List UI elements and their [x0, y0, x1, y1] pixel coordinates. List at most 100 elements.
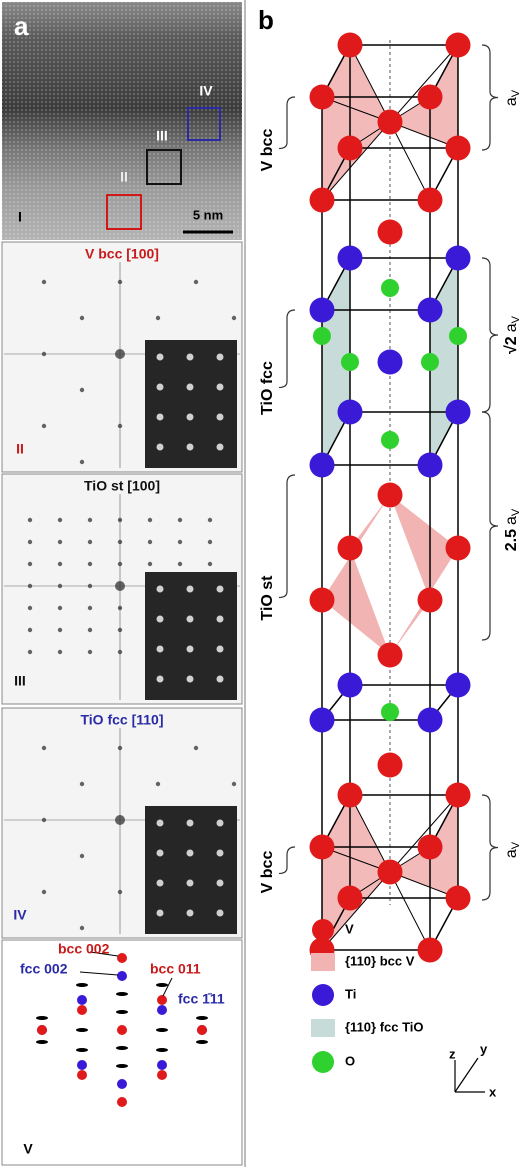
fft-spot: [232, 316, 236, 320]
fft-spot: [194, 746, 198, 750]
fft-spot: [118, 890, 122, 894]
v-atom: [446, 136, 471, 161]
fft-spot: [28, 628, 32, 632]
ti-atom: [418, 298, 443, 323]
inset-spot: [157, 646, 164, 653]
fft-spot: [148, 518, 152, 522]
diffraction-label: fcc 002: [20, 961, 68, 977]
legend-swatch: [311, 953, 335, 971]
axis-label: y: [480, 1041, 488, 1056]
legend-label: V: [345, 921, 354, 936]
fft-spot: [58, 650, 62, 654]
fft-spot: [42, 280, 46, 284]
diffraction-spot: [157, 995, 167, 1005]
inset-spot: [217, 354, 224, 361]
dimension-subscript: V: [510, 315, 522, 323]
scale-bar-label: 5 nm: [193, 207, 223, 222]
diffraction-dash: [156, 1028, 168, 1032]
fft-spot: [178, 518, 182, 522]
v-atom: [338, 33, 363, 58]
diffraction-spot: [117, 1025, 127, 1035]
ti-atom: [310, 298, 335, 323]
legend-label: {110} fcc TiO: [345, 1019, 424, 1034]
diffraction-label: fcc 1̄11: [178, 991, 225, 1007]
inset-spot: [187, 880, 194, 887]
v-atom: [418, 188, 443, 213]
v-atom: [310, 85, 335, 110]
fft-title: V bcc [100]: [85, 246, 159, 262]
diffraction-spot: [117, 971, 127, 981]
diffraction-dash: [116, 1046, 128, 1050]
v-atom: [378, 643, 403, 668]
hrtem-lattice: [2, 2, 242, 240]
diffraction-spot: [157, 1070, 167, 1080]
ti-atom: [446, 400, 471, 425]
fft-spot: [80, 460, 84, 464]
fft-spot: [115, 815, 125, 825]
fft-spot: [88, 540, 92, 544]
diffraction-dash: [76, 1028, 88, 1032]
fft-spot: [80, 316, 84, 320]
inset-spot: [217, 850, 224, 857]
diffraction-spot: [157, 1005, 167, 1015]
fft-spot: [118, 606, 122, 610]
v-atom: [310, 835, 335, 860]
fft-spot: [58, 518, 62, 522]
diffraction-spot: [117, 953, 127, 963]
region-label: V: [23, 1141, 33, 1157]
inset-spot: [157, 880, 164, 887]
diffraction-spot: [77, 1070, 87, 1080]
region-label: II: [120, 169, 128, 185]
inset-spot: [187, 414, 194, 421]
axis-label: x: [489, 1084, 497, 1099]
fft-spot: [58, 562, 62, 566]
axis-label: z: [449, 1046, 456, 1061]
fft-spot: [156, 782, 160, 786]
fft-spot: [156, 316, 160, 320]
region-label: II: [16, 441, 24, 457]
v-atom: [378, 753, 403, 778]
diffraction-dash: [196, 1016, 208, 1020]
fft-spot: [148, 540, 152, 544]
fft-spot: [115, 349, 125, 359]
fft-spot: [148, 562, 152, 566]
fft-spot: [28, 650, 32, 654]
dimension-subscript: V: [510, 89, 522, 97]
inset-spot: [157, 820, 164, 827]
inset-spot: [217, 586, 224, 593]
dimension-subscript: V: [510, 841, 522, 849]
fft-spot: [118, 424, 122, 428]
fft-spot: [42, 424, 46, 428]
inset-spot: [157, 586, 164, 593]
v-atom: [418, 85, 443, 110]
diffraction-spot: [77, 995, 87, 1005]
diffraction-dash: [76, 1048, 88, 1052]
v-atom: [378, 220, 403, 245]
o-atom: [381, 431, 399, 449]
inset-spot: [157, 384, 164, 391]
inset-spot: [187, 444, 194, 451]
v-atom: [446, 33, 471, 58]
diffraction-dash: [36, 1016, 48, 1020]
fft-spot: [28, 584, 32, 588]
dimension-symbol: a: [503, 516, 520, 525]
fft-spot: [232, 782, 236, 786]
ti-atom: [446, 673, 471, 698]
fft-spot: [118, 562, 122, 566]
fft-spot: [115, 581, 125, 591]
diffraction-spot: [77, 1060, 87, 1070]
figure: a IV III II I 5 nm V bcc [100]IITiO st […: [0, 0, 531, 1167]
fft-spot: [208, 540, 212, 544]
o-atom: [381, 703, 399, 721]
phase-label: V bcc: [259, 851, 276, 894]
phase-label: TiO st: [259, 575, 276, 621]
diffraction-dash: [196, 1040, 208, 1044]
inset-spot: [217, 676, 224, 683]
fft-spot: [88, 562, 92, 566]
v-atom: [446, 886, 471, 911]
legend-label: Ti: [345, 986, 356, 1001]
diffraction-dash: [156, 1048, 168, 1052]
inset-spot: [157, 850, 164, 857]
legend-swatch: [312, 984, 334, 1006]
